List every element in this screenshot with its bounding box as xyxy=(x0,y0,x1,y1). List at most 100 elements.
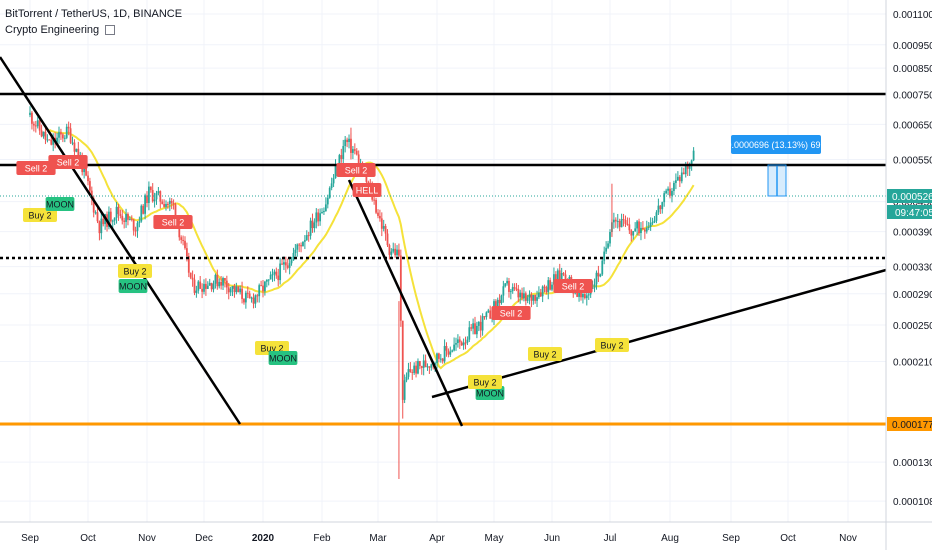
candle-body xyxy=(593,284,596,288)
candle-body xyxy=(244,292,247,303)
candle-body xyxy=(597,272,600,277)
signal-label-bg xyxy=(23,208,57,222)
candle-body xyxy=(398,249,400,256)
candle-body xyxy=(108,211,110,227)
candle-body xyxy=(254,295,257,304)
candle-body xyxy=(111,220,114,222)
candle-body xyxy=(161,201,164,204)
signal-label-moon: MOON xyxy=(118,279,148,293)
candle-body xyxy=(640,227,642,234)
uptrend-line xyxy=(431,268,887,399)
candle-body xyxy=(243,298,245,303)
candle-body xyxy=(32,123,35,126)
candle-body xyxy=(138,221,141,223)
candle-body xyxy=(379,215,381,219)
candle-body xyxy=(290,260,293,264)
candle-body xyxy=(377,212,379,216)
candle-body xyxy=(373,199,376,201)
candle-body xyxy=(392,248,395,252)
candle-body xyxy=(273,271,276,275)
candle-body xyxy=(511,287,514,292)
candle-body xyxy=(476,325,478,335)
time-tick-label: May xyxy=(485,533,504,544)
candle-body xyxy=(302,241,304,247)
candle-body xyxy=(686,165,689,169)
candle-body xyxy=(553,274,555,285)
candle-body xyxy=(513,287,516,289)
candle-body xyxy=(399,255,402,321)
candle-body xyxy=(73,142,76,152)
candle-body xyxy=(167,204,169,206)
signal-label-sell: Sell 2 xyxy=(48,155,88,169)
time-tick-label: Oct xyxy=(80,533,96,544)
candle-body xyxy=(580,291,582,298)
countdown-value: 09:47:05 xyxy=(895,208,932,219)
candle-body xyxy=(667,188,669,191)
candle-body xyxy=(353,149,356,151)
signal-label-bg xyxy=(475,386,505,400)
signal-label-text: Sell 2 xyxy=(57,158,80,168)
candle-body xyxy=(205,283,207,289)
candle-body xyxy=(576,290,579,297)
signal-label-sell: Sell 2 xyxy=(553,279,593,293)
candle-body xyxy=(340,155,343,159)
time-tick-label: Dec xyxy=(195,533,213,544)
candle-body xyxy=(330,183,333,188)
candle-body xyxy=(355,150,358,155)
candle-body xyxy=(63,137,66,139)
signal-label-text: Buy 2 xyxy=(28,211,51,221)
time-tick-label: 2020 xyxy=(252,533,275,544)
indicator-name: Crypto Engineering xyxy=(5,24,100,36)
candle-body xyxy=(607,243,609,248)
candle-body xyxy=(453,344,455,351)
candle-body xyxy=(506,280,508,284)
candle-body xyxy=(498,299,501,304)
candle-body xyxy=(130,218,133,220)
candle-body xyxy=(239,288,242,293)
candle-body xyxy=(536,297,538,301)
candle-body xyxy=(642,227,644,230)
candle-body xyxy=(326,197,329,205)
candle-body xyxy=(224,277,226,281)
candle-body xyxy=(690,160,693,165)
eye-icon[interactable] xyxy=(105,25,116,36)
candle-body xyxy=(191,277,194,280)
candle-body xyxy=(186,248,188,256)
candle-body xyxy=(692,150,695,161)
candle-body xyxy=(265,279,268,282)
signal-label-buy: Buy 2 xyxy=(468,375,502,389)
candle-body xyxy=(673,182,675,191)
indicator-row[interactable]: Crypto Engineering xyxy=(5,22,182,38)
candle-body xyxy=(502,286,505,296)
chart-header: BitTorrent / TetherUS, 1D, BINANCE Crypt… xyxy=(5,6,182,38)
candle-body xyxy=(481,316,484,331)
candle-body xyxy=(464,342,467,344)
signal-label-bg xyxy=(553,279,593,293)
candle-body xyxy=(418,361,421,367)
candle-body xyxy=(470,327,473,329)
candle-body xyxy=(462,342,465,346)
signal-label-text: MOON xyxy=(476,389,504,399)
candle-body xyxy=(182,239,184,241)
candle-body xyxy=(225,280,228,288)
candle-body xyxy=(638,221,640,234)
candle-body xyxy=(168,200,171,205)
candle-body xyxy=(599,274,602,277)
candle-body xyxy=(647,226,650,228)
candle-body xyxy=(172,203,175,205)
candle-body xyxy=(657,205,660,213)
candle-body xyxy=(618,220,621,228)
candle-body xyxy=(547,280,550,293)
time-axis[interactable]: Sep Oct Nov Dec 2020 Feb Mar Apr May Jun Jul Aug Sep… xyxy=(0,521,932,544)
candle-body xyxy=(474,323,476,335)
chart-title: BitTorrent / TetherUS, 1D, BINANCE xyxy=(5,8,183,20)
candle-body xyxy=(386,233,389,246)
signal-label-moon: MOON xyxy=(475,386,505,400)
candle-body xyxy=(218,281,221,287)
candle-body xyxy=(121,215,124,221)
